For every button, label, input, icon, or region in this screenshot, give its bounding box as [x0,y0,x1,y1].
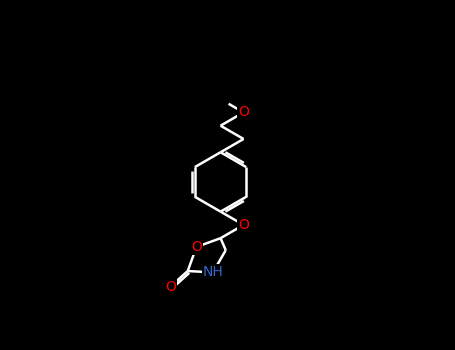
Text: O: O [191,240,202,254]
Text: O: O [238,218,249,232]
Text: NH: NH [202,265,223,279]
Text: O: O [238,105,249,119]
Text: O: O [165,280,176,294]
